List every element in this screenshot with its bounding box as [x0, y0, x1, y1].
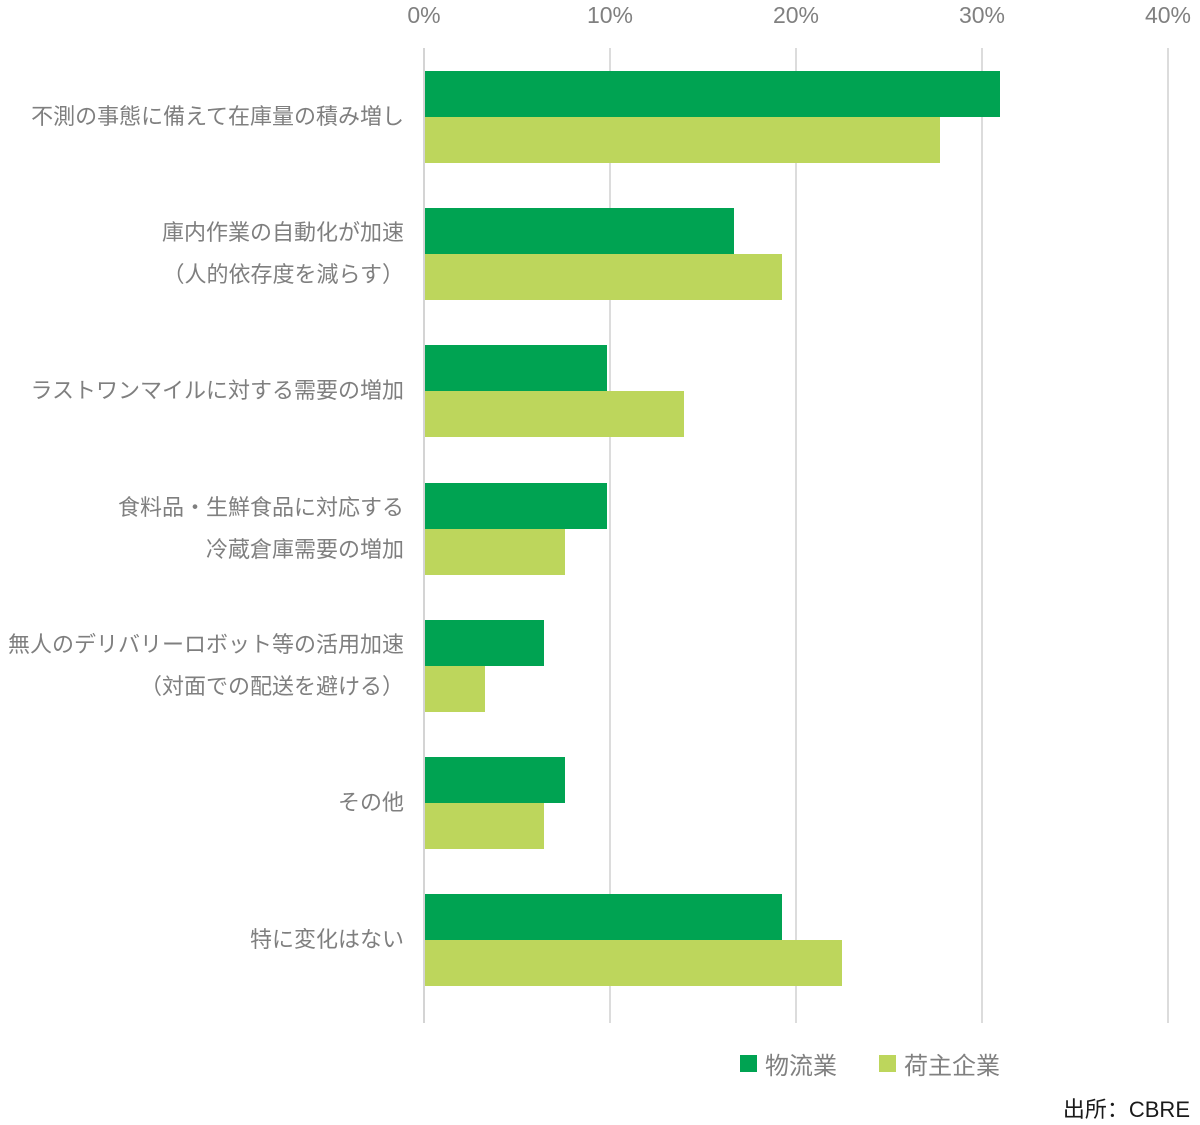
- category-label-6: 特に変化はない: [0, 894, 404, 986]
- category-label-line: 無人のデリバリーロボット等の活用加速: [7, 632, 404, 657]
- category-label-line: （人的依存度を減らす）: [162, 262, 404, 287]
- category-label-line: 特に変化はない: [249, 927, 404, 952]
- x-axis-tick: 10%: [586, 2, 634, 28]
- bar-物流業-c4: [425, 620, 544, 666]
- category-label-0: 不測の事態に備えて在庫量の積み増し: [0, 71, 404, 163]
- category-label-line: 庫内作業の自動化が加速: [161, 220, 404, 245]
- bar-荷主企業-c4: [425, 666, 485, 712]
- bar-物流業-c6: [425, 894, 782, 940]
- gridline: [795, 48, 797, 1023]
- legend-label: 荷主企業: [904, 1053, 1000, 1080]
- gridline: [609, 48, 611, 1023]
- x-axis-tick: 0%: [407, 2, 441, 28]
- bar-物流業-c3: [425, 483, 607, 529]
- x-axis-tick: 30%: [958, 2, 1006, 28]
- bar-物流業-c5: [425, 757, 565, 803]
- legend-swatch-icon: [879, 1055, 896, 1072]
- bar-荷主企業-c1: [425, 254, 782, 300]
- bar-物流業-c0: [425, 71, 1000, 117]
- bar-荷主企業-c6: [425, 940, 842, 986]
- bar-荷主企業-c2: [425, 391, 684, 437]
- bar-物流業-c2: [425, 345, 607, 391]
- legend-item-物流業: 物流業: [740, 1046, 837, 1081]
- category-label-line: 冷蔵倉庫需要の増加: [205, 537, 404, 562]
- gridline: [981, 48, 983, 1023]
- bar-荷主企業-c5: [425, 803, 544, 849]
- category-label-5: その他: [0, 757, 404, 849]
- bar-荷主企業-c3: [425, 529, 565, 575]
- legend: 物流業 荷主企業: [740, 1046, 1000, 1081]
- category-label-line: （対面での配送を避ける）: [139, 674, 404, 699]
- bar-荷主企業-c0: [425, 117, 940, 163]
- category-label-line: 不測の事態に備えて在庫量の積み増し: [31, 104, 404, 129]
- category-label-3: 食料品・生鮮食品に対応する冷蔵倉庫需要の増加: [0, 483, 404, 575]
- legend-label: 物流業: [765, 1053, 837, 1080]
- axis-line: [423, 48, 425, 1023]
- category-label-2: ラストワンマイルに対する需要の増加: [0, 345, 404, 437]
- gridline: [1167, 48, 1169, 1023]
- source-note: 出所：CBRE: [1062, 1097, 1190, 1122]
- x-axis-tick: 20%: [772, 2, 820, 28]
- category-label-line: ラストワンマイルに対する需要の増加: [30, 378, 404, 403]
- category-label-line: 食料品・生鮮食品に対応する: [117, 495, 404, 520]
- category-label-4: 無人のデリバリーロボット等の活用加速 （対面での配送を避ける）: [0, 620, 404, 712]
- category-label-1: 庫内作業の自動化が加速 （人的依存度を減らす）: [0, 208, 404, 300]
- legend-swatch-icon: [740, 1055, 757, 1072]
- category-label-line: その他: [337, 790, 404, 815]
- legend-item-荷主企業: 荷主企業: [879, 1046, 1000, 1081]
- x-axis-tick: 40%: [1144, 2, 1192, 28]
- bar-物流業-c1: [425, 208, 734, 254]
